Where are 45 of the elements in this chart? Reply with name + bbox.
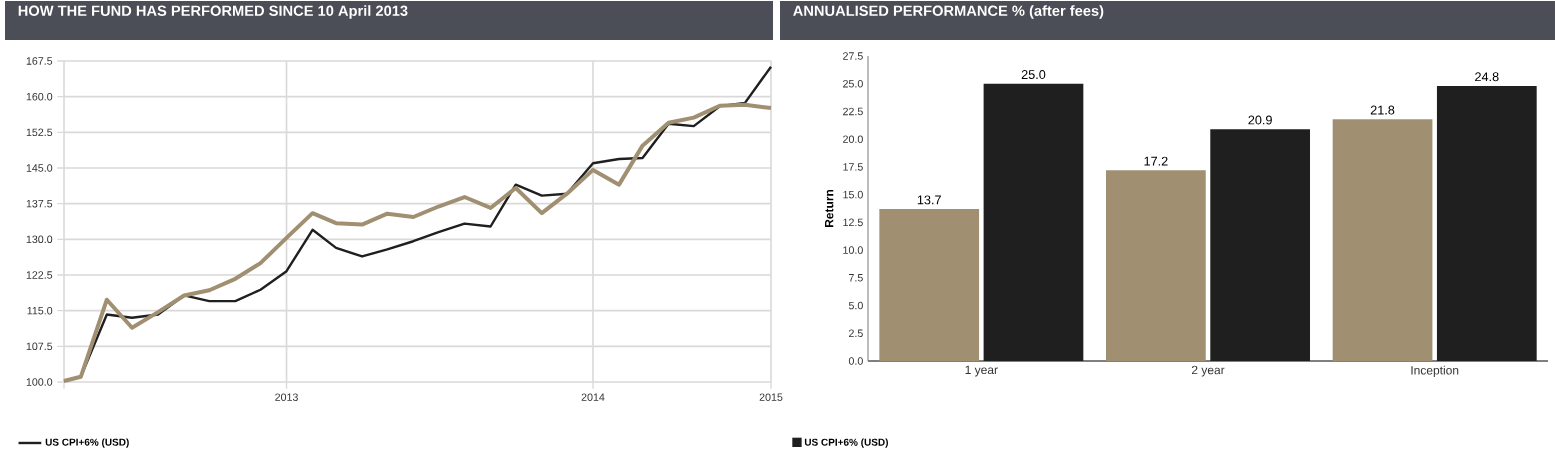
data-label: 25.0 — [1021, 70, 1046, 80]
y-tick-label: 0.0 — [848, 357, 863, 365]
data-label: 17.2 — [1144, 156, 1168, 166]
y-tick-label: 7.5 — [849, 274, 863, 282]
x-tick-label: 2013 — [275, 393, 298, 401]
x-tick-label: 2014 — [581, 393, 605, 401]
x-tick-label: 2015 — [759, 393, 783, 401]
y-tick-label: 160.0 — [26, 92, 53, 101]
y-tick-label: 130.0 — [26, 235, 53, 244]
y-tick-label: 100.0 — [26, 378, 53, 386]
x-tick-label: Inception — [1411, 365, 1459, 377]
y-tick-label: 27.5 — [843, 52, 863, 60]
chart-title: ANNUALISED PERFORMANCE % (after fees) — [793, 5, 1104, 19]
x-tick-label: 2 year — [1191, 365, 1225, 377]
data-label: 21.8 — [1370, 105, 1395, 115]
data-label: 13.7 — [917, 195, 941, 205]
bar — [1106, 170, 1206, 361]
bar — [1436, 85, 1537, 361]
y-tick-label: 122.5 — [26, 271, 53, 279]
y-tick-label: 20.0 — [843, 135, 863, 143]
bar — [1332, 119, 1433, 361]
bar — [983, 83, 1084, 361]
y-tick-label: 167.5 — [26, 57, 53, 65]
x-tick-label: 1 year — [965, 365, 998, 377]
y-axis-title: Return — [825, 189, 834, 228]
chart-title: HOW THE FUND HAS PERFORMED SINCE 10 April 2013 — [18, 5, 408, 19]
y-tick-label: 17.5 — [843, 163, 863, 171]
y-tick-label: 137.5 — [26, 199, 53, 208]
y-tick-label: 15.0 — [843, 190, 863, 199]
bar — [1210, 129, 1311, 361]
legend-label: US CPI+6% (USD) — [45, 438, 129, 448]
y-tick-label: 12.5 — [843, 218, 863, 227]
y-tick-label: 115.0 — [27, 306, 53, 315]
y-tick-label: 107.5 — [26, 342, 53, 351]
data-label: 20.9 — [1248, 115, 1272, 125]
bar — [879, 209, 980, 361]
data-label: 24.8 — [1475, 72, 1499, 82]
y-tick-label: 145.0 — [26, 164, 53, 172]
y-tick-label: 152.5 — [26, 128, 53, 137]
y-tick-label: 10.0 — [843, 246, 863, 254]
y-tick-label: 22.5 — [843, 107, 863, 116]
y-tick-label: 5.0 — [848, 301, 863, 310]
legend-label: US CPI+6% (USD) — [804, 438, 888, 448]
y-tick-label: 2.5 — [849, 329, 863, 338]
y-tick-label: 25.0 — [843, 79, 863, 88]
